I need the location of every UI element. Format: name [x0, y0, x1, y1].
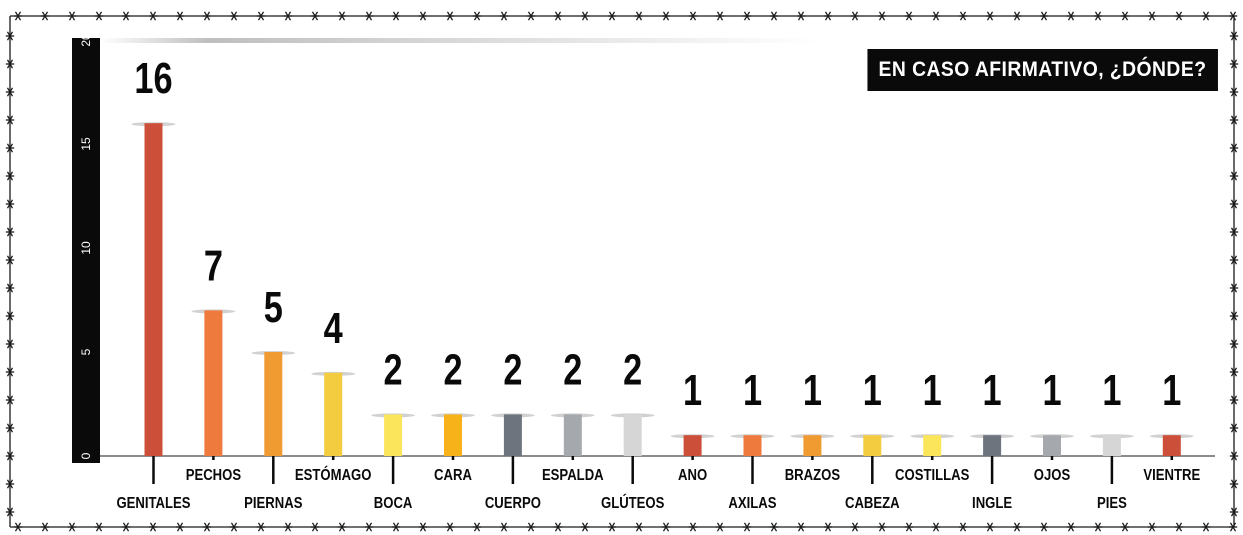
- bar-cabeza: [863, 435, 882, 456]
- category-label: VIENTRE: [1143, 467, 1200, 484]
- bar-axilas: [743, 435, 762, 456]
- data-label: 16: [134, 54, 172, 103]
- category-label: GENITALES: [116, 495, 190, 512]
- category-label: AXILAS: [728, 495, 776, 512]
- bar-ingle: [983, 435, 1002, 456]
- bar-estómago: [324, 372, 343, 456]
- category-label: CABEZA: [845, 495, 900, 512]
- data-label: 1: [1042, 366, 1061, 415]
- category-label: OJOS: [1034, 467, 1071, 484]
- category-label: ANO: [678, 467, 707, 484]
- bar-pies: [1102, 435, 1121, 456]
- category-label: INGLE: [972, 495, 1012, 512]
- bar-vientre: [1162, 435, 1181, 456]
- bar-cara: [444, 414, 462, 456]
- bar-ojos: [1043, 435, 1061, 456]
- data-label: 1: [1162, 366, 1181, 415]
- data-label: 4: [324, 304, 343, 353]
- category-label: CUERPO: [485, 495, 541, 512]
- data-label: 2: [503, 345, 522, 394]
- bar-glúteos: [623, 414, 642, 456]
- data-label: 2: [443, 345, 462, 394]
- data-label: 7: [204, 241, 223, 290]
- data-label: 2: [563, 345, 582, 394]
- bar-costillas: [923, 435, 942, 456]
- data-label: 1: [863, 366, 882, 415]
- bar-pechos: [204, 310, 223, 456]
- category-label: ESPALDA: [542, 467, 604, 484]
- data-label: 1: [983, 366, 1002, 415]
- y-axis-band: [72, 38, 100, 463]
- category-label: CARA: [434, 467, 472, 484]
- category-label: ESTÓMAGO: [295, 465, 372, 485]
- chart-title: EN CASO AFIRMATIVO, ¿DÓNDE?: [866, 49, 1217, 91]
- bar-brazos: [803, 435, 822, 456]
- data-label: 2: [384, 345, 403, 394]
- bar-piernas: [264, 352, 283, 456]
- y-tick-label: 20: [79, 33, 93, 47]
- category-label: BOCA: [374, 495, 413, 512]
- category-label: COSTILLAS: [895, 467, 970, 484]
- y-tick-label: 10: [79, 241, 93, 255]
- y-tick-label: 0: [79, 452, 93, 459]
- bar-espalda: [563, 414, 582, 456]
- top-shadow-line: [100, 38, 820, 43]
- frame-border: [5, 11, 1239, 532]
- bar-cuerpo: [503, 414, 522, 456]
- category-label: PIERNAS: [244, 495, 303, 512]
- data-label: 1: [803, 366, 822, 415]
- y-tick-label: 15: [79, 137, 93, 151]
- bar-boca: [384, 414, 403, 456]
- bar-ano: [683, 435, 702, 456]
- category-label: PECHOS: [186, 467, 242, 484]
- data-label: 5: [264, 283, 283, 332]
- data-label: 1: [923, 366, 942, 415]
- data-label: 1: [683, 366, 702, 415]
- data-label: 2: [623, 345, 642, 394]
- category-label: GLÚTEOS: [601, 493, 665, 513]
- category-label: PIES: [1097, 495, 1127, 512]
- data-label: 1: [1102, 366, 1121, 415]
- bar-genitales: [144, 123, 163, 456]
- category-label: BRAZOS: [785, 467, 841, 484]
- data-label: 1: [743, 366, 762, 415]
- y-tick-label: 5: [79, 348, 93, 355]
